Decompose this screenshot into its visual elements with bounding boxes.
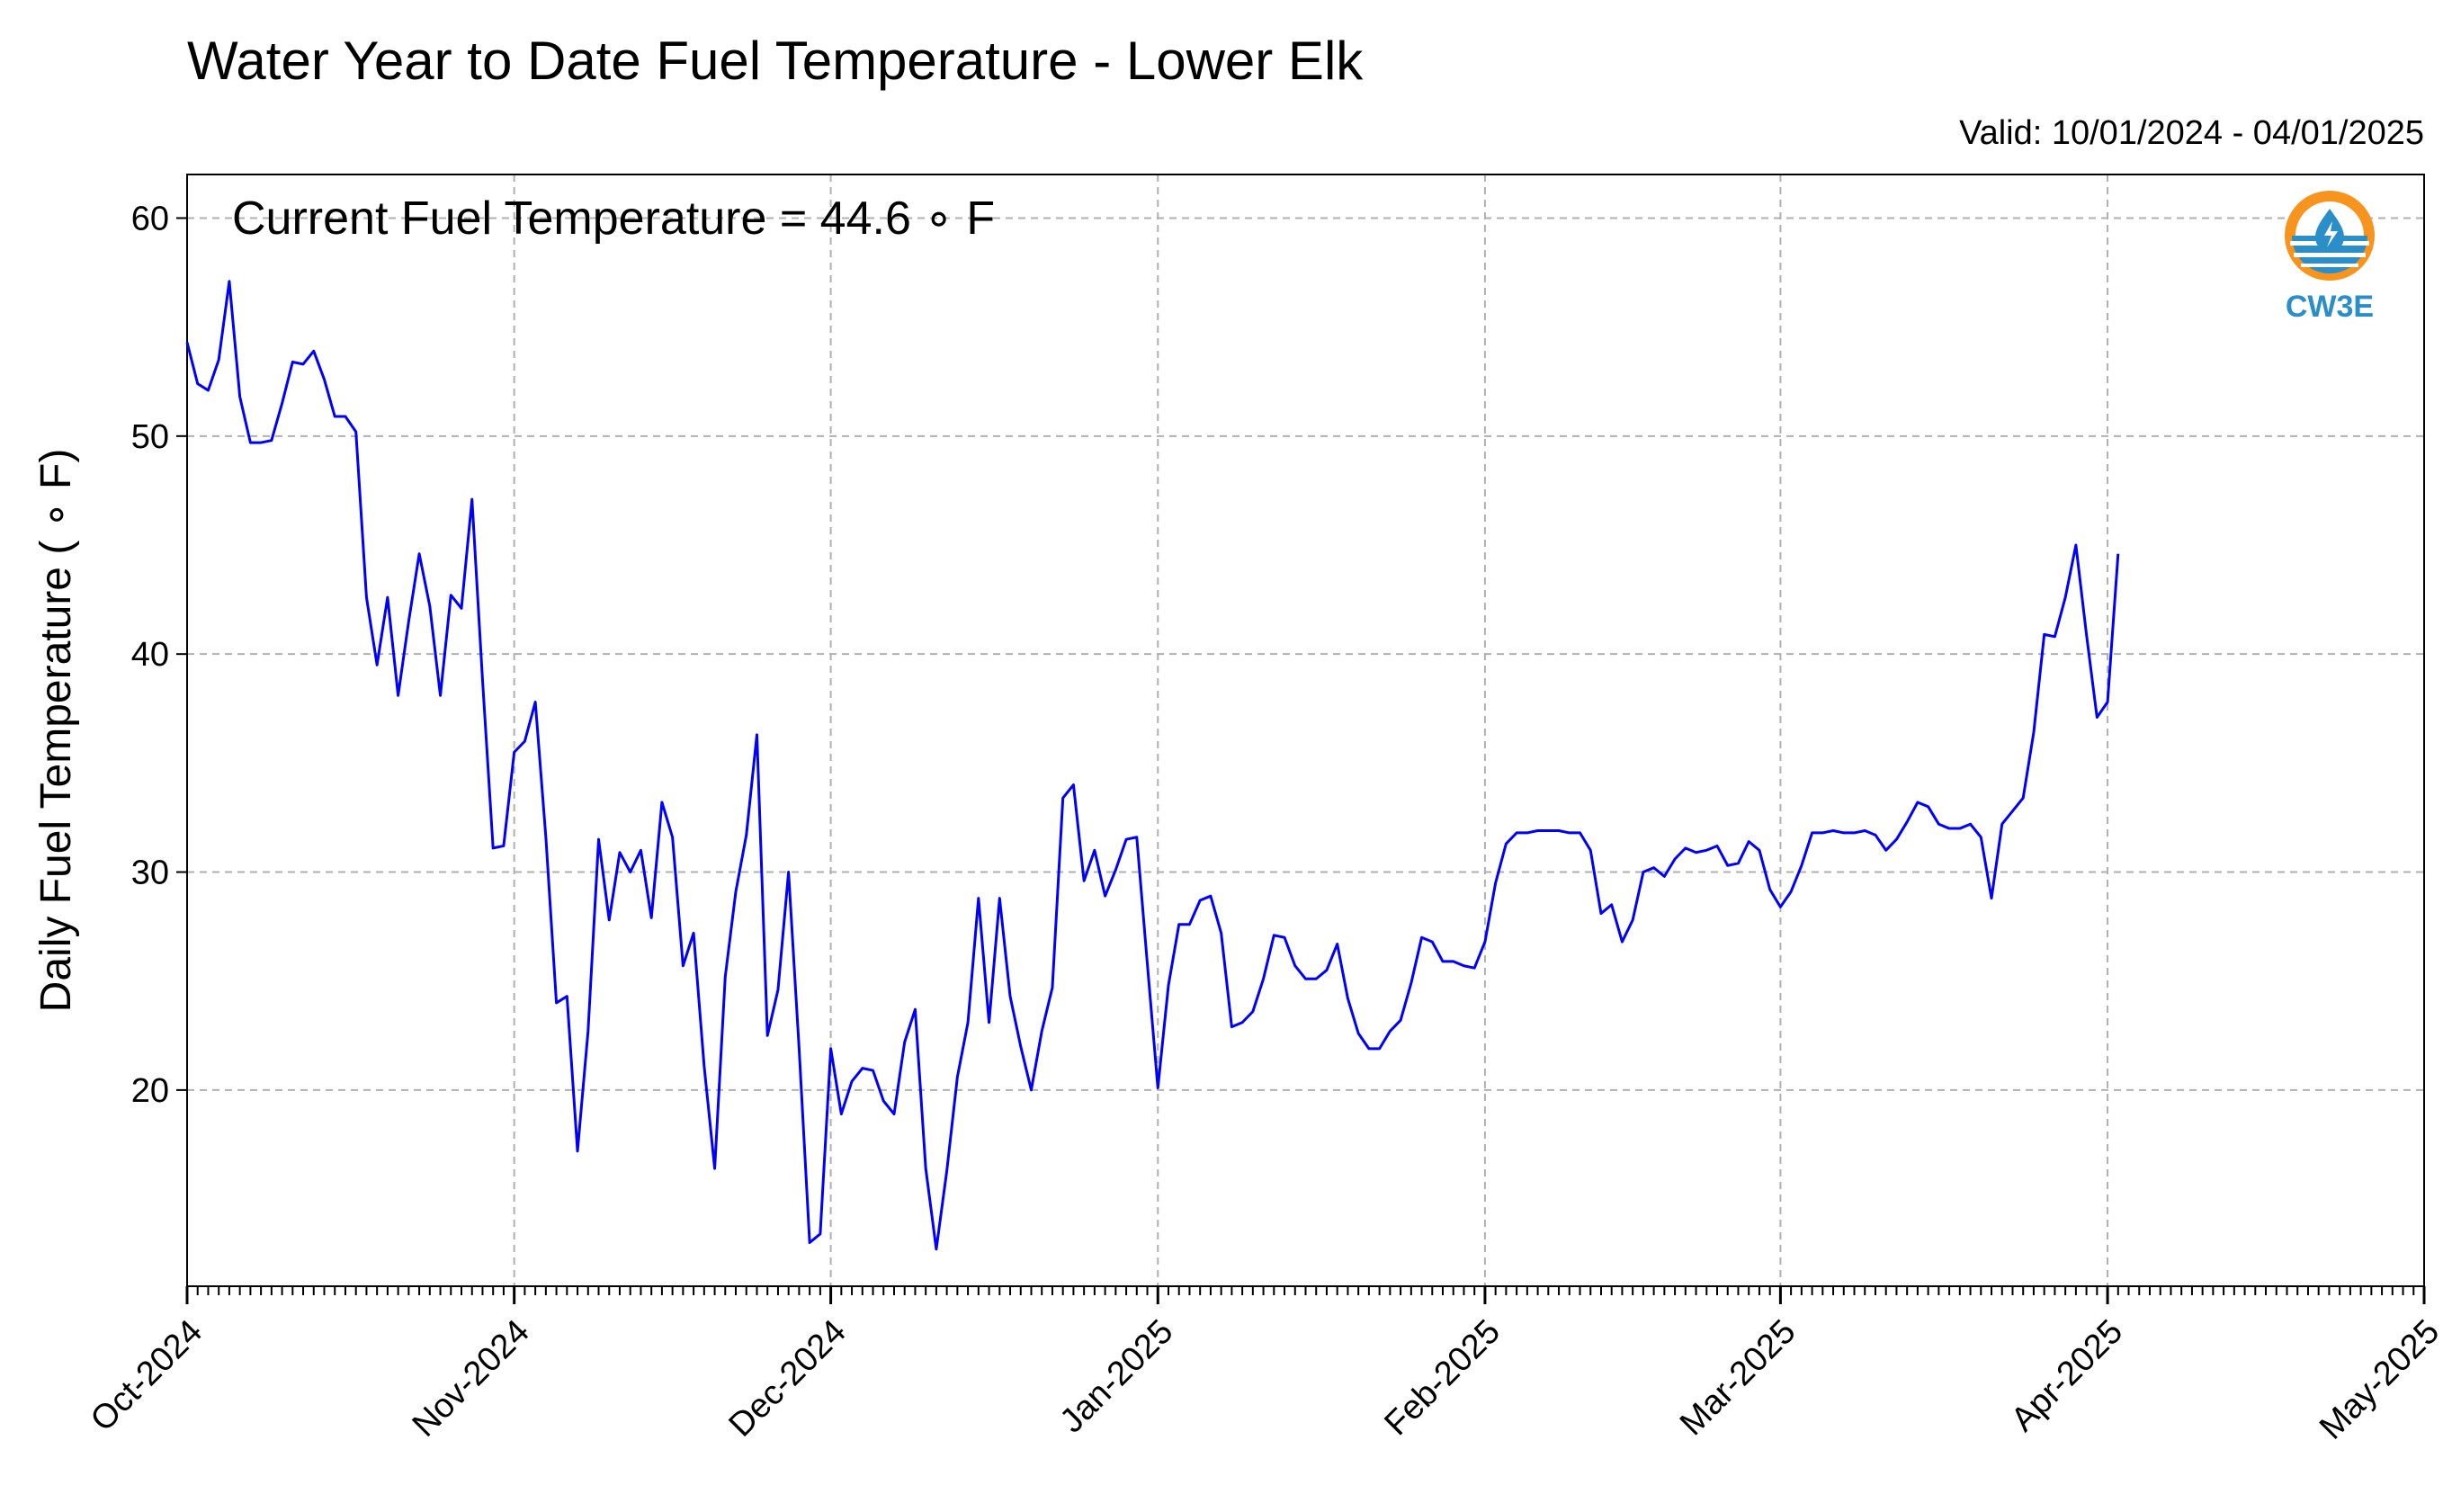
x-major-ticks (176, 217, 2426, 1304)
series-line-fuel-temperature (185, 280, 2120, 1251)
grid-lines (186, 174, 2425, 1286)
x-tick-label: Feb-2025 (1377, 1312, 1508, 1443)
x-minor-ticks (186, 1286, 2425, 1295)
plot-frame (186, 174, 2425, 1287)
x-tick-label: Dec-2024 (722, 1312, 854, 1444)
x-tick-label: Mar-2025 (1673, 1312, 1803, 1443)
cw3e-logo: CW3E (2285, 191, 2375, 324)
x-tick-label: Apr-2025 (2004, 1312, 2130, 1438)
y-axis-label: Daily Fuel Temperature ( ∘ F) (32, 449, 80, 1013)
x-tick-label: Oct-2024 (84, 1312, 210, 1438)
y-tick-label: 40 (131, 636, 169, 674)
x-axis-ticks: Oct-2024 Nov-2024 Dec-2024 Jan-2025 Feb-2025… (84, 1312, 2447, 1446)
x-tick-label: May-2025 (2313, 1312, 2447, 1446)
y-tick-label: 30 (131, 854, 169, 892)
cw3e-logo-icon (2285, 191, 2375, 281)
y-tick-label: 60 (131, 200, 169, 237)
y-tick-label: 20 (131, 1072, 169, 1110)
current-value-annotation: Current Fuel Temperature = 44.6 ∘ F (232, 192, 995, 245)
x-tick-label: Jan-2025 (1053, 1312, 1181, 1440)
y-tick-label: 50 (131, 418, 169, 456)
x-tick-label: Nov-2024 (406, 1312, 537, 1444)
cw3e-logo-text: CW3E (2286, 290, 2374, 324)
y-axis-ticks: 20 30 40 50 60 (131, 200, 169, 1109)
valid-date-range: Valid: 10/01/2024 - 04/01/2025 (1959, 114, 2424, 152)
chart-title: Water Year to Date Fuel Temperature - Lo… (187, 31, 1364, 91)
